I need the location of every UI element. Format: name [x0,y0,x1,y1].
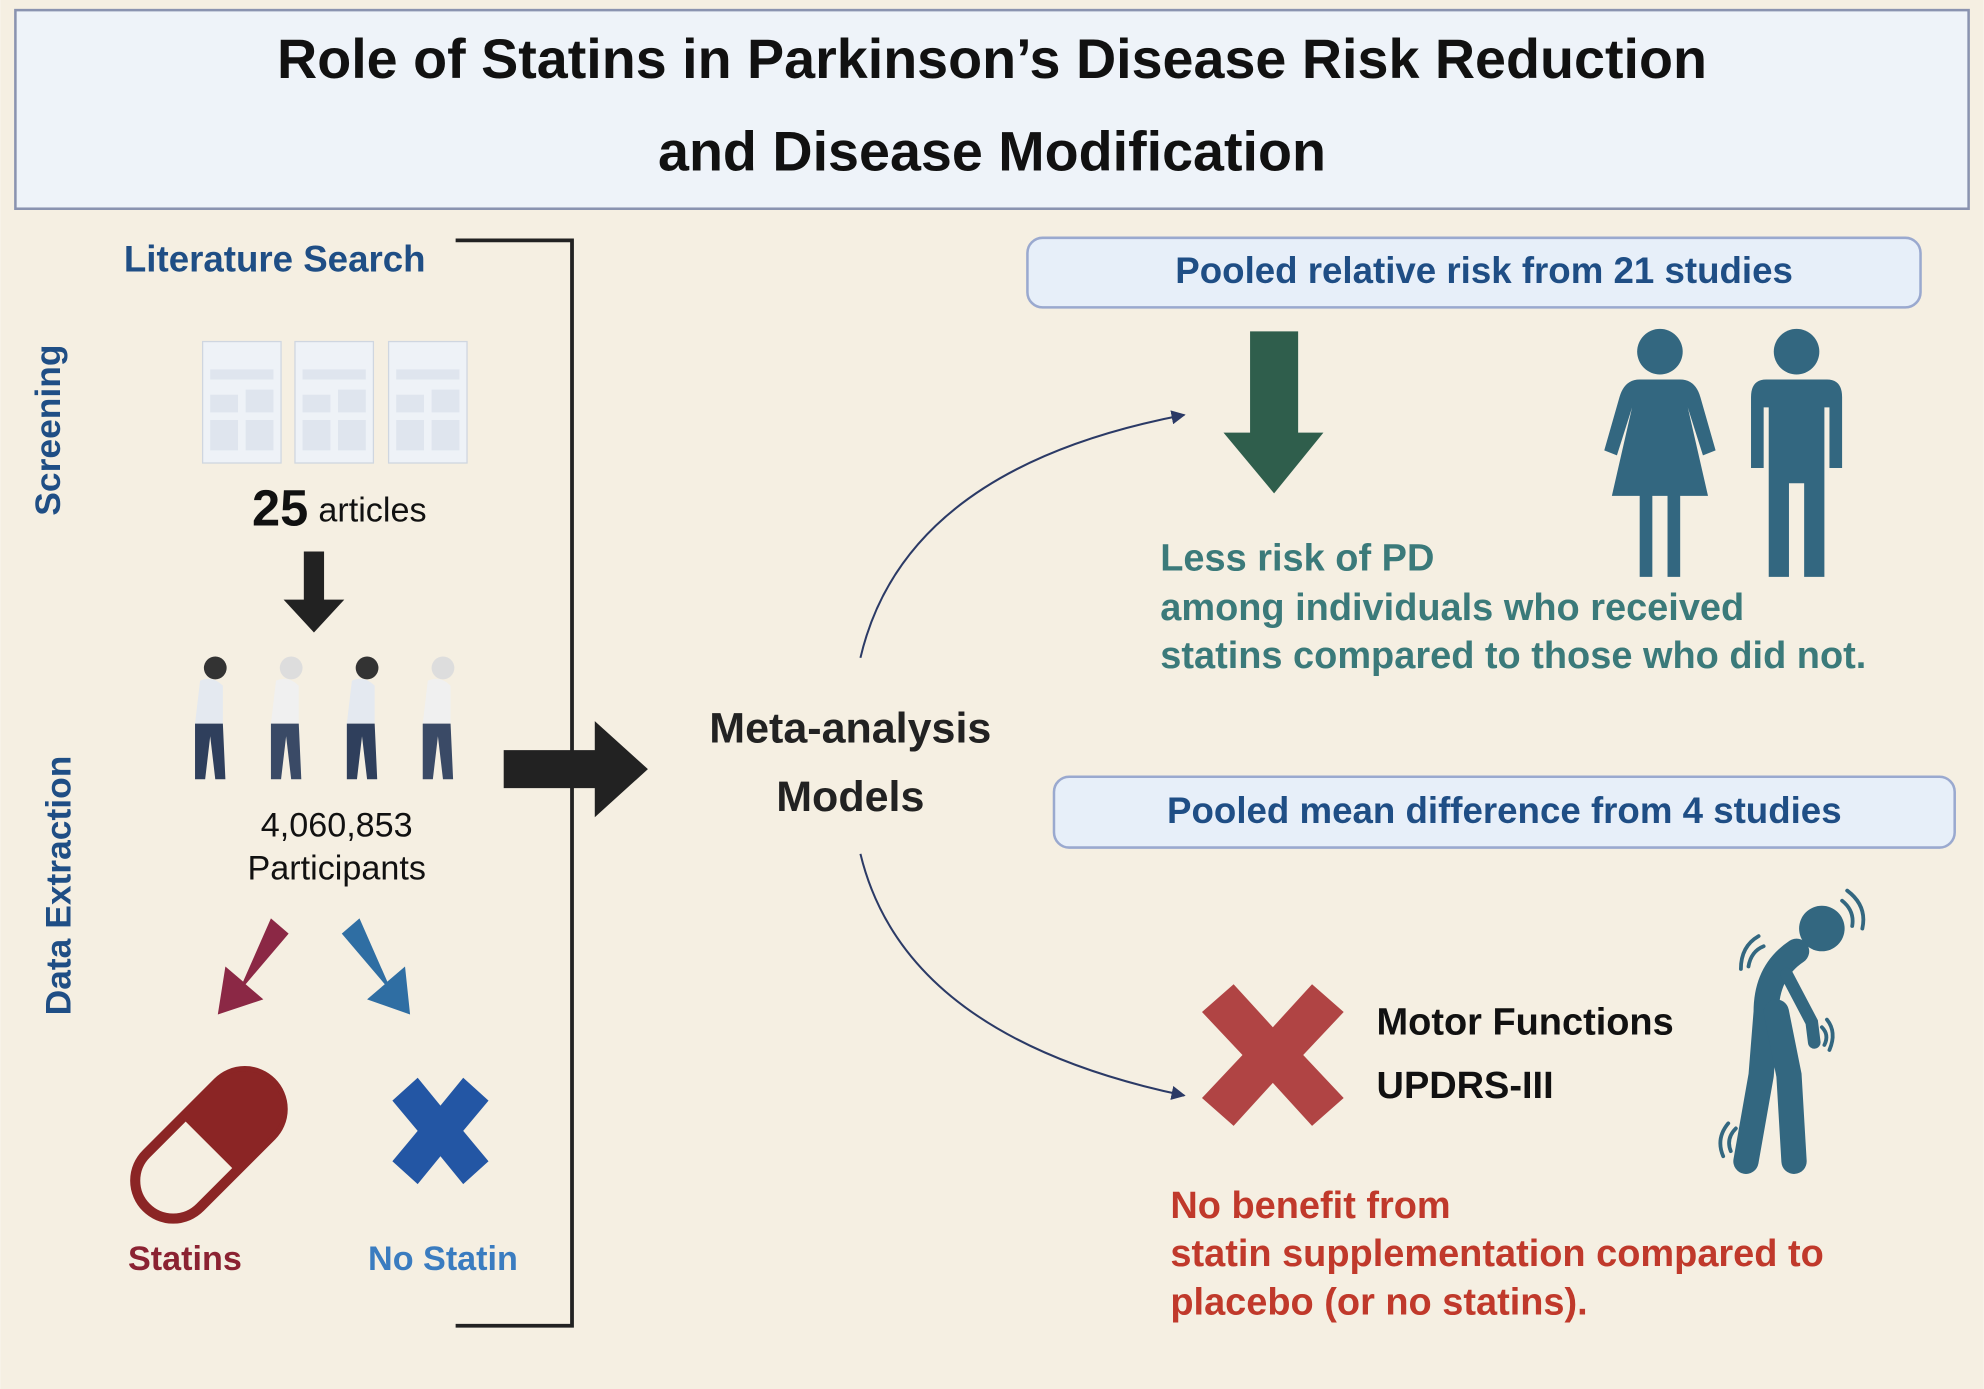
people [195,656,455,780]
x-icon [392,1077,489,1185]
title-box [14,8,1970,210]
side-label: Screening [28,345,68,516]
result-text: statin supplementation compared to [1170,1233,1823,1275]
result-text: No benefit from [1170,1185,1450,1227]
documents [201,340,468,464]
outcome: Motor Functions [1377,1002,1674,1044]
curve [859,410,1186,659]
result-box [1052,775,1956,849]
result-text: among individuals who received [1160,587,1744,629]
arrow-no-statin [341,918,411,1015]
heading: Literature Search [124,239,426,280]
title: Role of Statins in Parkinson’s Disease R… [277,28,1707,90]
right-arrow [503,721,648,818]
result-box-label: Pooled relative risk from 21 studies [1175,250,1793,291]
result-text: placebo (or no statins). [1170,1281,1587,1323]
articles-count: 25 [252,480,308,537]
curve [859,853,1186,1100]
x-icon [1201,984,1344,1126]
pill [130,1066,288,1224]
tremor-person [1718,888,1866,1174]
down-arrow [283,551,345,633]
group-label: Statins [128,1240,242,1278]
articles: 25 articles [252,480,427,537]
side-label: Data Extraction [38,756,78,1016]
down-arrow [1223,331,1324,494]
center-label: Models [776,773,924,821]
outcome: UPDRS-III [1377,1065,1554,1107]
result-text: statins compared to those who did not. [1160,635,1866,677]
arrow-statins [217,918,289,1015]
result-box [1026,236,1922,309]
people-icons [1604,328,1843,577]
articles-label: articles [318,491,426,529]
participants-label: Participants [248,849,426,887]
participants-count: 4,060,853 [261,806,413,844]
result-text: Less risk of PD [1160,537,1434,579]
center-label: Meta-analysis [709,705,991,753]
group-label: No Statin [368,1240,518,1278]
title: and Disease Modification [658,120,1326,182]
result-box-label: Pooled mean difference from 4 studies [1167,790,1842,831]
